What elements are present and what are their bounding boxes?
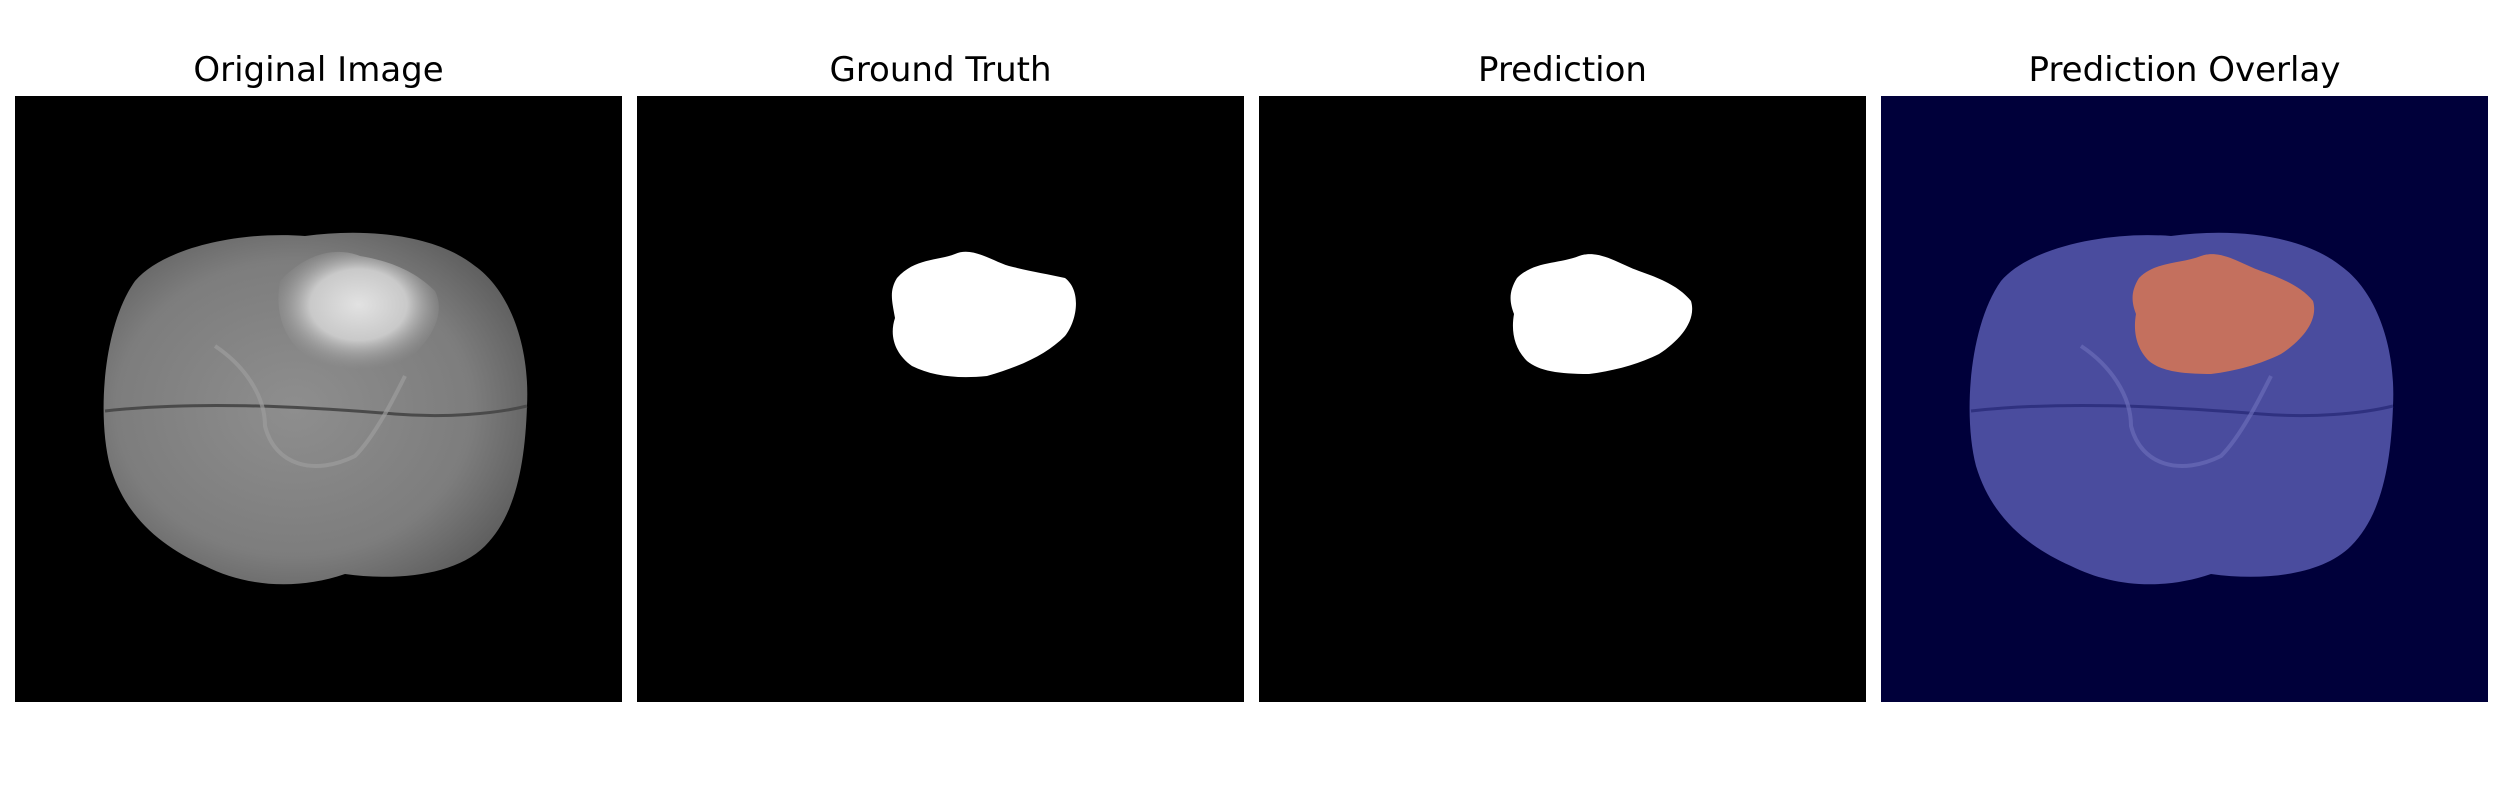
ground-truth-tumor-mask: [891, 251, 1076, 378]
tumor-bright-region: [278, 251, 439, 370]
panel-title-prediction: Prediction: [1478, 50, 1647, 90]
brain-midline: [104, 403, 528, 418]
overlay-brain-midline: [1970, 403, 2394, 418]
original-image-panel: [15, 96, 622, 702]
ground-truth-mask: [637, 96, 1244, 702]
panel-title-original-image: Original Image: [193, 50, 444, 90]
prediction-panel: [1259, 96, 1866, 702]
prediction-overlay-image: [1881, 96, 2488, 702]
prediction-mask: [1259, 96, 1866, 702]
panel-title-prediction-overlay: Prediction Overlay: [2028, 50, 2341, 90]
prediction-tumor-mask: [1510, 254, 1693, 374]
ground-truth-panel: [637, 96, 1244, 702]
panel-title-ground-truth: Ground Truth: [829, 50, 1052, 90]
overlay-ventricle-outline: [2079, 344, 2273, 468]
original-mri-image: [15, 96, 622, 702]
ventricle-outline: [213, 344, 407, 468]
overlay-tumor-region: [2132, 254, 2315, 374]
prediction-overlay-panel: [1881, 96, 2488, 702]
mask-background: [637, 96, 1244, 702]
mask-background: [1259, 96, 1866, 702]
